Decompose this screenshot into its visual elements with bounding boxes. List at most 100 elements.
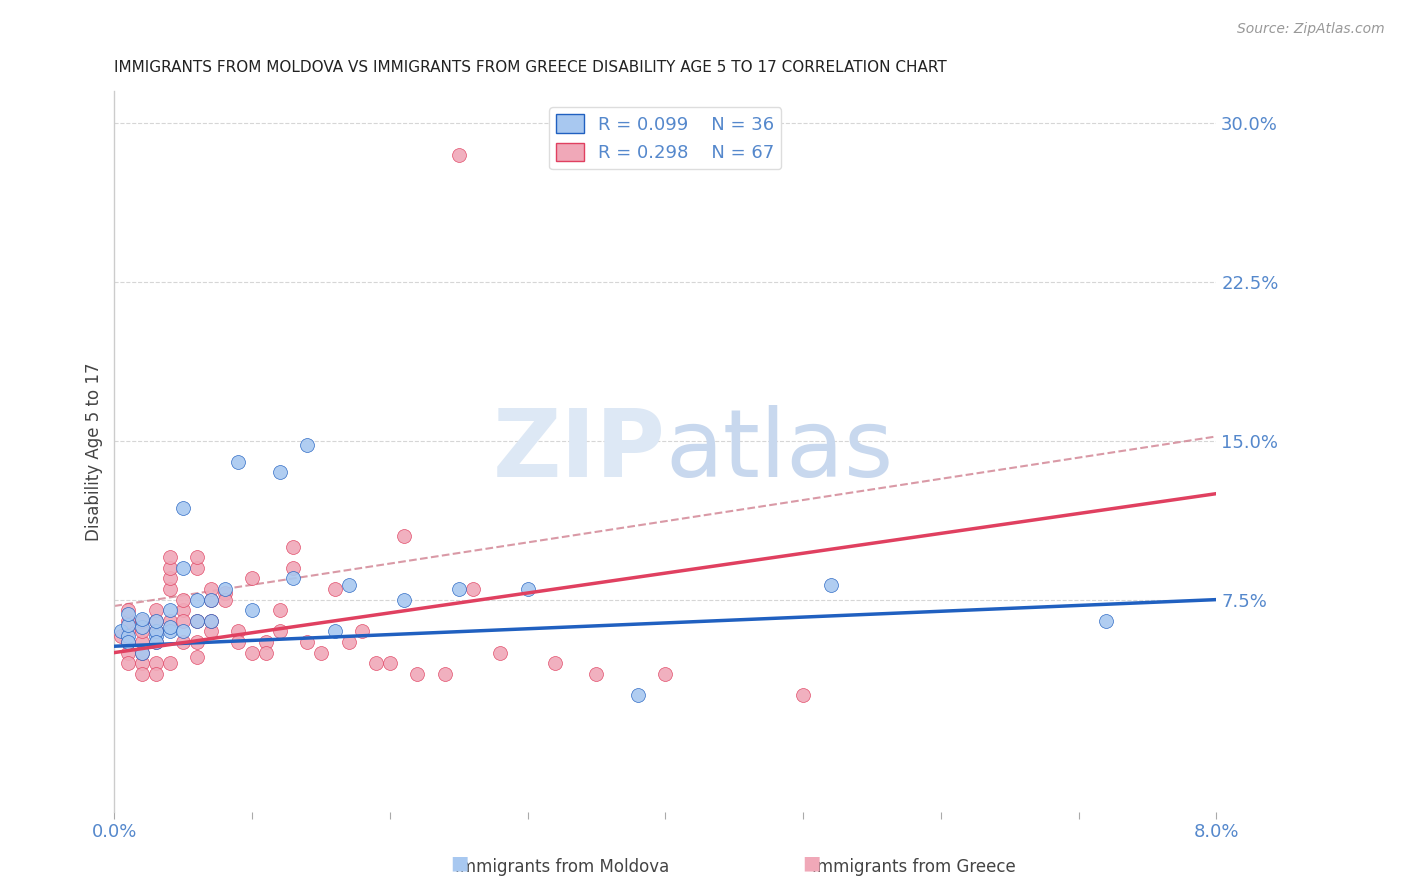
Point [406,666,429,681]
Point [820,578,842,592]
Point [131,620,153,634]
Point [159,656,181,670]
Point [159,582,181,596]
Point [186,614,208,628]
Point [117,635,139,649]
Point [447,147,470,161]
Point [337,578,360,592]
Point [117,629,139,643]
Point [131,646,153,660]
Point [337,635,360,649]
Point [228,624,250,639]
Point [433,666,456,681]
Point [131,612,153,626]
Point [172,603,194,617]
Text: atlas: atlas [665,405,894,497]
Point [145,666,167,681]
Point [159,550,181,565]
Point [378,656,401,670]
Point [200,582,222,596]
Text: ■: ■ [450,854,470,872]
Point [228,635,250,649]
Point [145,629,167,643]
Point [447,582,470,596]
Point [145,635,167,649]
Point [200,614,222,628]
Point [200,592,222,607]
Point [254,635,277,649]
Point [269,466,291,480]
Point [297,635,319,649]
Point [240,646,263,660]
Point [309,646,332,660]
Point [159,624,181,639]
Point [323,582,346,596]
Point [159,614,181,628]
Point [145,603,167,617]
Point [1095,614,1118,628]
Point [214,592,236,607]
Point [366,656,388,670]
Point [131,656,153,670]
Point [352,624,374,639]
Y-axis label: Disability Age 5 to 17: Disability Age 5 to 17 [86,362,103,541]
Point [254,646,277,660]
Point [117,618,139,632]
Point [159,561,181,575]
Point [110,629,132,643]
Point [240,571,263,585]
Point [172,592,194,607]
Point [117,646,139,660]
Point [186,592,208,607]
Point [159,571,181,585]
Point [516,582,538,596]
Point [145,624,167,639]
Point [117,603,139,617]
Point [585,666,607,681]
Point [297,438,319,452]
Point [489,646,512,660]
Text: ZIP: ZIP [492,405,665,497]
Point [145,624,167,639]
Legend: R = 0.099    N = 36, R = 0.298    N = 67: R = 0.099 N = 36, R = 0.298 N = 67 [550,107,782,169]
Text: IMMIGRANTS FROM MOLDOVA VS IMMIGRANTS FROM GREECE DISABILITY AGE 5 TO 17 CORRELA: IMMIGRANTS FROM MOLDOVA VS IMMIGRANTS FR… [114,60,948,75]
Point [145,614,167,628]
Point [200,624,222,639]
Point [117,656,139,670]
Point [283,561,305,575]
Point [117,635,139,649]
Point [269,603,291,617]
Point [654,666,676,681]
Point [159,620,181,634]
Point [627,688,650,702]
Point [186,550,208,565]
Point [117,607,139,622]
Point [186,561,208,575]
Point [186,635,208,649]
Point [159,603,181,617]
Point [186,649,208,664]
Point [145,614,167,628]
Point [283,571,305,585]
Point [172,561,194,575]
Point [131,666,153,681]
Point [200,592,222,607]
Point [131,614,153,628]
Point [200,614,222,628]
Point [186,614,208,628]
Point [269,624,291,639]
Text: Source: ZipAtlas.com: Source: ZipAtlas.com [1237,22,1385,37]
Point [172,501,194,516]
Point [240,603,263,617]
Point [461,582,484,596]
Point [172,635,194,649]
Point [117,614,139,628]
Point [145,635,167,649]
Point [131,624,153,639]
Point [792,688,814,702]
Point [323,624,346,639]
Point [172,624,194,639]
Point [214,582,236,596]
Text: ■: ■ [801,854,821,872]
Point [544,656,567,670]
